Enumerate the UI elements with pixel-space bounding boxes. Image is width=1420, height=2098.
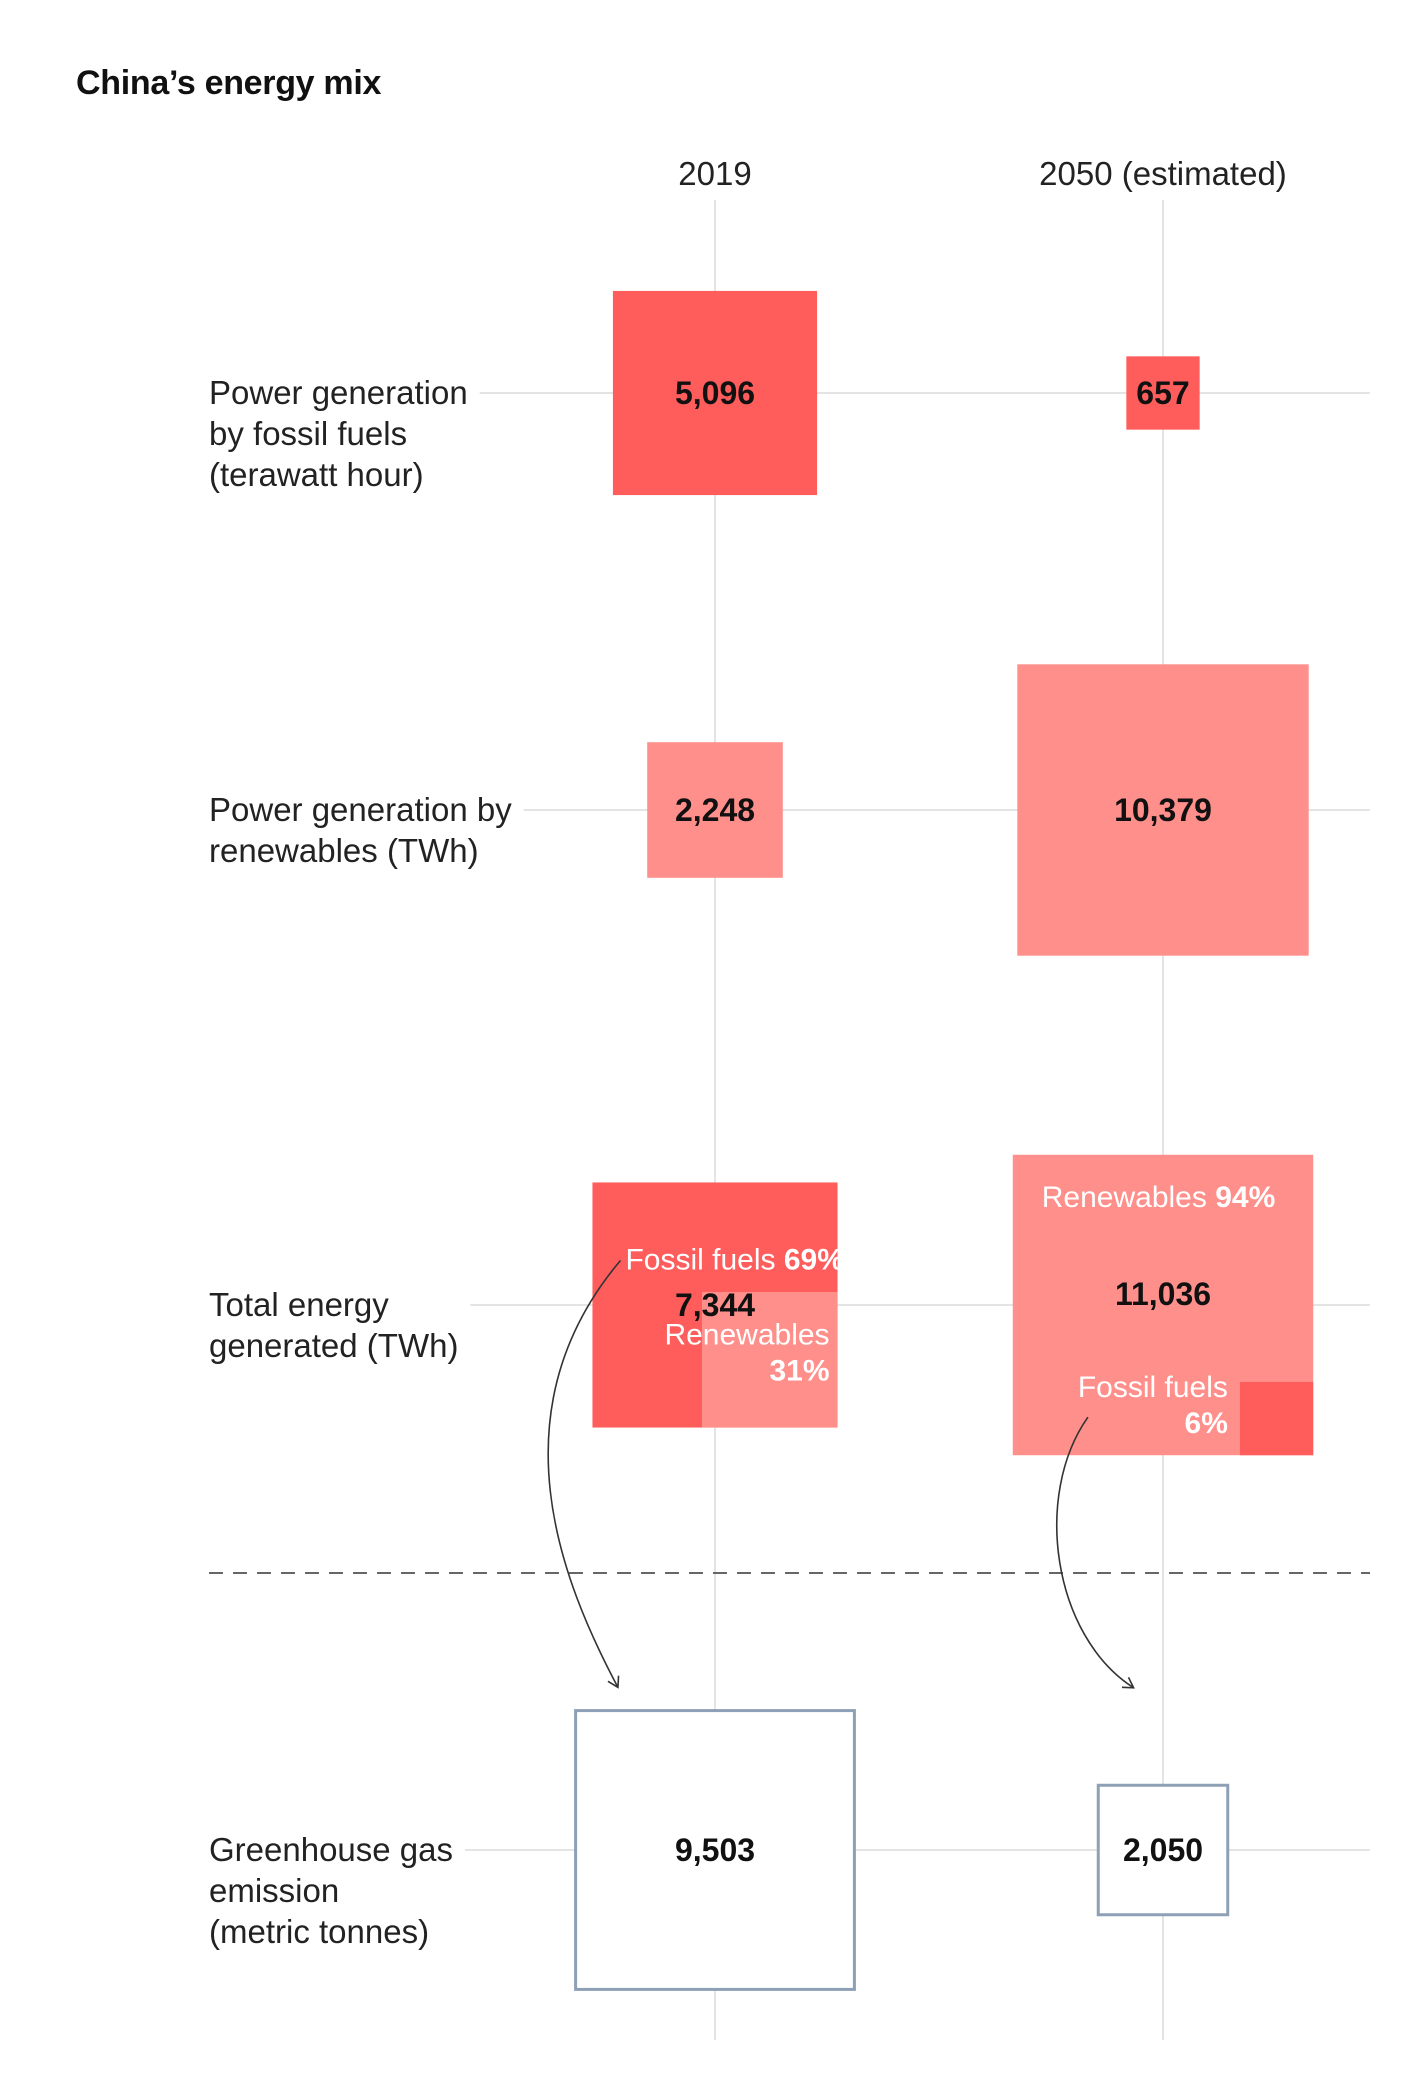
share-renewables-name-0: Renewables <box>664 1319 829 1352</box>
row-label-0-line-0: Power generation <box>209 374 468 411</box>
column-header-1: 2050 (estimated) <box>1039 155 1287 192</box>
row-label-2-line-0: Total energy <box>209 1286 389 1323</box>
value-label-1-0: 2,248 <box>675 792 755 828</box>
row-label-1-line-1: renewables (TWh) <box>209 832 479 869</box>
share-renewables-name-1: Renewables <box>1042 1181 1215 1214</box>
arrow-2019 <box>547 1259 622 1689</box>
row-label-3-line-1: emission <box>209 1872 339 1909</box>
row-label-0-line-2: (terawatt hour) <box>209 456 424 493</box>
square-emission-0 <box>574 1709 856 1991</box>
row-label-3-line-0: Greenhouse gas <box>209 1831 453 1868</box>
square-emission-1 <box>1096 1783 1230 1917</box>
column-header-0: 2019 <box>678 155 751 192</box>
value-label-2-0: 7,344 <box>675 1287 755 1323</box>
value-label-3-0: 9,503 <box>675 1832 755 1868</box>
share-fossil-pct-0: 69% <box>784 1243 844 1276</box>
value-label-2-1: 11,036 <box>1115 1276 1211 1312</box>
row-label-0-line-1: by fossil fuels <box>209 415 407 452</box>
square-fossil-0 <box>612 290 818 496</box>
row-label-1-line-0: Power generation by <box>209 791 512 828</box>
value-label-0-0: 5,096 <box>675 375 755 411</box>
value-label-0-1: 657 <box>1136 375 1189 411</box>
square-renewables-0 <box>647 742 783 878</box>
row-label-2-line-1: generated (TWh) <box>209 1327 458 1364</box>
share-renewables-pct-0: 31% <box>770 1355 830 1388</box>
share-label-fossil-0: Fossil fuels 69% <box>625 1243 843 1276</box>
square-total-fossil-1 <box>1239 1381 1314 1456</box>
square-renewables-1 <box>1017 664 1309 956</box>
share-fossil-name-1: Fossil fuels <box>1078 1371 1228 1404</box>
share-fossil-name-0: Fossil fuels <box>625 1243 783 1276</box>
square-fossil-1 <box>1126 356 1200 430</box>
value-label-3-1: 2,050 <box>1123 1832 1203 1868</box>
share-fossil-pct-1: 6% <box>1185 1407 1228 1440</box>
square-total-renewables-0 <box>701 1291 838 1428</box>
share-renewables-pct-1: 94% <box>1215 1181 1275 1214</box>
row-label-3-line-2: (metric tonnes) <box>209 1913 429 1950</box>
value-label-1-1: 10,379 <box>1114 792 1212 828</box>
share-label-renewables-1: Renewables 94% <box>1042 1181 1275 1214</box>
arrow-2050 <box>1056 1416 1135 1689</box>
chart-title: China’s energy mix <box>76 64 382 102</box>
